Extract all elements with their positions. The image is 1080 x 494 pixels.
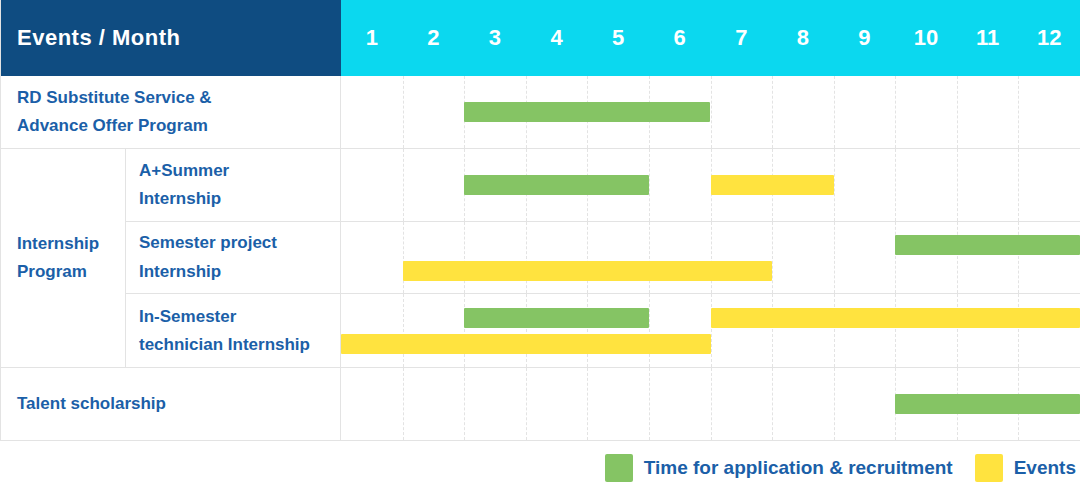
row-label: Talent scholarship — [1, 368, 341, 440]
month-gridline — [772, 294, 773, 367]
month-gridline — [1018, 294, 1019, 367]
month-gridline — [649, 294, 650, 367]
row-label: A+Summer Internship — [126, 149, 341, 221]
month-header-cell-10: 10 — [895, 0, 957, 76]
month-gridline — [895, 294, 896, 367]
month-gridline — [834, 76, 835, 148]
month-gridline — [649, 222, 650, 294]
gantt-bar-green — [464, 175, 649, 195]
month-header-cell-4: 4 — [526, 0, 588, 76]
row-label: Semester project Internship — [126, 222, 341, 294]
month-gridline — [649, 368, 650, 440]
gantt-bar-green — [464, 102, 710, 122]
legend-label: Events — [1014, 457, 1076, 479]
legend-swatch-yellow — [975, 454, 1003, 482]
gantt-schedule-page: Events / Month 123456789101112 RD Substi… — [0, 0, 1080, 494]
month-gridline — [711, 76, 712, 148]
gantt-chart-cell — [341, 149, 1080, 221]
month-header-cell-6: 6 — [649, 0, 711, 76]
month-header-cell-7: 7 — [710, 0, 772, 76]
gantt-bar-yellow — [403, 261, 773, 281]
month-header-cell-9: 9 — [834, 0, 896, 76]
month-gridline — [403, 149, 404, 221]
month-gridline — [403, 368, 404, 440]
month-gridline — [711, 368, 712, 440]
month-gridline — [649, 149, 650, 221]
table-row-group: Internship ProgramA+Summer InternshipSem… — [1, 149, 1080, 368]
month-gridline — [587, 294, 588, 367]
month-header-cell-2: 2 — [403, 0, 465, 76]
legend-item: Time for application & recruitment — [605, 454, 953, 482]
month-header-cell-8: 8 — [772, 0, 834, 76]
month-gridline — [772, 222, 773, 294]
legend-swatch-green — [605, 454, 633, 482]
month-gridline — [1018, 222, 1019, 294]
group-sub-rows: A+Summer InternshipSemester project Inte… — [126, 149, 1080, 367]
table-row: Talent scholarship — [1, 368, 1080, 441]
month-gridline — [957, 222, 958, 294]
gantt-bar-yellow — [341, 334, 711, 354]
month-gridline — [834, 222, 835, 294]
month-gridline — [464, 294, 465, 367]
gantt-chart-cell — [341, 294, 1080, 367]
row-label: RD Substitute Service & Advance Offer Pr… — [1, 76, 341, 148]
month-header-cell-3: 3 — [464, 0, 526, 76]
gantt-bar-green — [895, 235, 1080, 255]
month-header-cell-5: 5 — [587, 0, 649, 76]
chart-legend: Time for application & recruitment Events — [0, 441, 1080, 494]
table-row: A+Summer Internship — [126, 149, 1080, 222]
events-month-header-cell: Events / Month — [1, 0, 341, 76]
month-gridline — [403, 294, 404, 367]
gantt-bar-green — [464, 308, 649, 328]
gantt-table: Events / Month 123456789101112 RD Substi… — [0, 0, 1080, 441]
table-row: In-Semester technician Internship — [126, 294, 1080, 367]
month-header-cell-12: 12 — [1018, 0, 1080, 76]
month-header-strip: 123456789101112 — [341, 0, 1080, 76]
month-header-cell-11: 11 — [957, 0, 1019, 76]
legend-label: Time for application & recruitment — [644, 457, 953, 479]
month-gridline — [403, 76, 404, 148]
month-gridline — [895, 149, 896, 221]
month-gridline — [834, 294, 835, 367]
month-gridline — [711, 294, 712, 367]
month-gridline — [403, 222, 404, 294]
gantt-chart-cell — [341, 368, 1080, 440]
row-label: In-Semester technician Internship — [126, 294, 341, 367]
month-gridline — [957, 294, 958, 367]
month-gridline — [526, 368, 527, 440]
month-gridline — [834, 149, 835, 221]
month-gridline — [772, 368, 773, 440]
gantt-bar-green — [895, 394, 1080, 414]
month-header-cell-1: 1 — [341, 0, 403, 76]
month-gridline — [895, 76, 896, 148]
table-row: RD Substitute Service & Advance Offer Pr… — [1, 76, 1080, 149]
month-gridline — [895, 222, 896, 294]
table-body: RD Substitute Service & Advance Offer Pr… — [1, 76, 1080, 441]
month-gridline — [464, 368, 465, 440]
month-gridline — [772, 76, 773, 148]
month-gridline — [587, 222, 588, 294]
month-gridline — [711, 222, 712, 294]
table-row: Semester project Internship — [126, 222, 1080, 295]
group-label: Internship Program — [1, 149, 126, 367]
table-header-row: Events / Month 123456789101112 — [1, 0, 1080, 76]
month-gridline — [464, 222, 465, 294]
gantt-chart-cell — [341, 222, 1080, 294]
month-gridline — [526, 222, 527, 294]
month-gridline — [526, 294, 527, 367]
gantt-bar-yellow — [711, 308, 1080, 328]
month-gridline — [957, 76, 958, 148]
month-gridline — [587, 368, 588, 440]
month-gridline — [957, 149, 958, 221]
gantt-chart-cell — [341, 76, 1080, 148]
month-gridline — [1018, 76, 1019, 148]
legend-item: Events — [975, 454, 1076, 482]
month-gridline — [1018, 149, 1019, 221]
month-gridline — [834, 368, 835, 440]
gantt-bar-yellow — [711, 175, 834, 195]
